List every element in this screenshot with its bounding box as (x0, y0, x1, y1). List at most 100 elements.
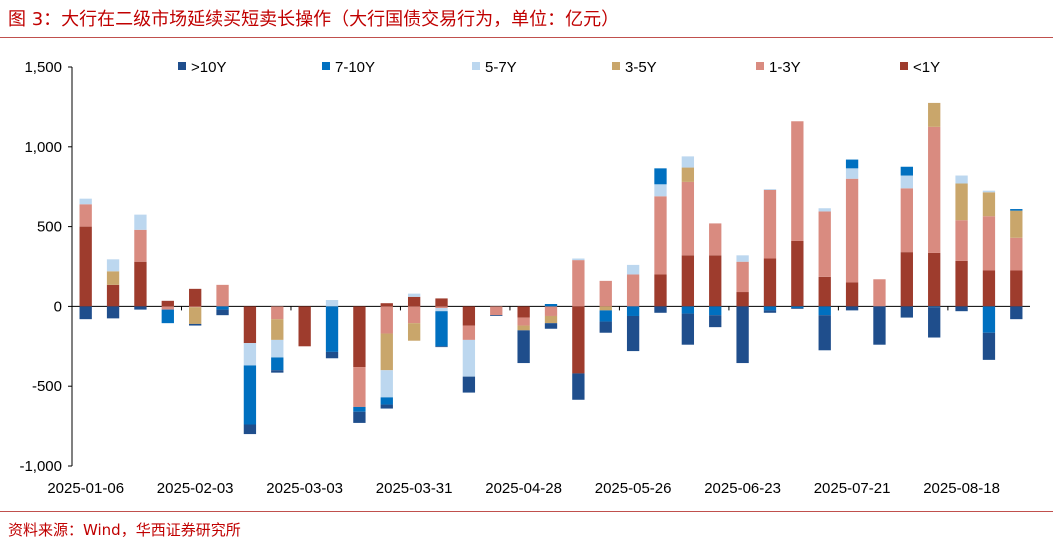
y-tick-label: -1,000 (19, 458, 62, 475)
bar-7-10Y-2025-08-11 (928, 306, 941, 308)
bar-5-7Y-2025-01-13 (106, 259, 120, 272)
x-tick-label: 2025-04-28 (485, 480, 562, 497)
bar-1-3Y-2025-05-12 (572, 260, 585, 307)
bar-3-5Y-2025-08-18 (955, 183, 968, 221)
bar-lt1Y-2025-07-14 (818, 276, 831, 307)
bar-lt1Y-2025-06-09 (681, 255, 695, 307)
legend-swatch (178, 62, 186, 70)
bar-gt10Y-2025-04-28 (517, 330, 530, 364)
bar-7-10Y-2025-05-26 (626, 306, 640, 316)
legend-swatch (612, 62, 620, 70)
bar-1-3Y-2025-01-27 (161, 306, 174, 310)
legend-swatch (756, 62, 764, 70)
x-tick-label: 2025-02-03 (157, 480, 234, 497)
bar-gt10Y-2025-01-13 (106, 306, 120, 319)
bar-lt1Y-2025-06-23 (736, 292, 749, 307)
bar-5-7Y-2025-03-10 (325, 300, 339, 307)
legend-swatch (472, 62, 480, 70)
bar-5-7Y-2025-08-18 (955, 175, 968, 184)
bar-7-10Y-2025-07-21 (845, 159, 859, 169)
bar-7-10Y-2025-06-30 (763, 306, 777, 311)
bar-gt10Y-2025-09-01 (1010, 306, 1023, 320)
bar-gt10Y-2025-08-18 (955, 306, 968, 312)
bar-gt10Y-2025-05-05 (544, 323, 558, 329)
bar-lt1Y-2025-03-03 (298, 306, 311, 347)
bar-1-3Y-2025-08-11 (928, 126, 941, 253)
bar-lt1Y-2025-01-13 (106, 284, 120, 307)
legend-label: <1Y (913, 59, 940, 76)
bar-7-10Y-2025-05-19 (599, 310, 612, 322)
bar-1-3Y-2025-03-17 (353, 367, 366, 407)
bar-1-3Y-2025-06-23 (736, 261, 749, 293)
y-tick-label: 0 (54, 298, 62, 315)
bar-lt1Y-2025-01-20 (134, 261, 147, 307)
bar-7-10Y-2025-08-25 (982, 306, 996, 333)
bar-7-10Y-2025-03-10 (325, 306, 339, 352)
bar-5-7Y-2025-06-23 (736, 255, 749, 262)
bar-gt10Y-2025-08-04 (900, 306, 913, 318)
bar-lt1Y-2025-06-30 (763, 258, 777, 307)
bar-1-3Y-2025-02-03 (189, 306, 202, 308)
bar-7-10Y-2025-07-14 (818, 306, 831, 316)
bar-3-5Y-2025-09-01 (1010, 210, 1023, 238)
bar-7-10Y-2025-07-07 (791, 306, 804, 308)
bar-gt10Y-2025-08-25 (982, 332, 996, 360)
bar-1-3Y-2025-06-09 (681, 181, 695, 256)
bar-gt10Y-2025-03-10 (325, 351, 339, 359)
bar-1-3Y-2025-07-07 (791, 121, 804, 241)
bar-1-3Y-2025-05-26 (626, 274, 640, 307)
bar-gt10Y-2025-06-16 (709, 315, 722, 328)
bar-gt10Y-2025-02-03 (189, 323, 202, 326)
bar-5-7Y-2025-01-20 (134, 214, 147, 230)
bar-lt1Y-2025-06-02 (654, 274, 667, 307)
bar-lt1Y-2025-08-25 (982, 270, 996, 307)
bar-gt10Y-2025-03-24 (380, 404, 393, 409)
bar-1-3Y-2025-06-16 (709, 223, 722, 256)
bar-lt1Y-2025-03-31 (407, 296, 421, 307)
bar-gt10Y-2025-06-02 (654, 306, 667, 313)
bar-3-5Y-2025-05-19 (599, 306, 612, 311)
bar-1-3Y-2025-03-31 (407, 306, 421, 324)
bar-1-3Y-2025-05-19 (599, 280, 612, 307)
bar-3-5Y-2025-06-09 (681, 167, 695, 182)
bar-7-10Y-2025-03-24 (380, 397, 393, 405)
bar-gt10Y-2025-05-12 (572, 373, 585, 400)
y-tick-label: -500 (32, 378, 62, 395)
bar-5-7Y-2025-02-17 (243, 343, 257, 366)
bar-7-10Y-2025-02-17 (243, 365, 257, 425)
bar-7-10Y-2025-05-05 (544, 304, 558, 307)
bar-lt1Y-2025-02-17 (243, 306, 257, 344)
bar-lt1Y-2025-08-11 (928, 252, 941, 307)
bar-lt1Y-2025-07-07 (791, 240, 804, 307)
bar-3-5Y-2025-05-05 (544, 315, 558, 324)
x-tick-label: 2025-08-18 (923, 480, 1000, 497)
bar-7-10Y-2025-02-10 (216, 306, 229, 310)
bar-5-7Y-2025-06-09 (681, 156, 695, 168)
bar-5-7Y-2025-03-31 (407, 293, 421, 297)
bar-lt1Y-2025-03-17 (353, 306, 366, 368)
bar-5-7Y-2025-05-26 (626, 264, 640, 275)
bar-5-7Y-2025-06-02 (654, 184, 667, 197)
bar-gt10Y-2025-01-06 (79, 306, 92, 320)
bar-7-10Y-2025-02-24 (271, 357, 284, 371)
bar-3-5Y-2025-02-03 (189, 307, 202, 324)
bar-lt1Y-2025-04-28 (517, 306, 530, 318)
bar-gt10Y-2025-02-10 (216, 309, 229, 316)
bar-gt10Y-2025-07-21 (845, 306, 859, 311)
bar-1-3Y-2025-07-28 (873, 279, 886, 307)
x-tick-label: 2025-01-06 (47, 480, 124, 497)
bar-1-3Y-2025-03-24 (380, 306, 393, 334)
bar-lt1Y-2025-01-06 (79, 226, 92, 307)
bar-lt1Y-2025-05-12 (572, 306, 585, 374)
bar-7-10Y-2025-06-02 (654, 168, 667, 185)
bar-lt1Y-2025-04-14 (462, 306, 476, 326)
bar-1-3Y-2025-02-10 (216, 284, 229, 307)
bar-gt10Y-2025-02-24 (271, 370, 284, 373)
bar-1-3Y-2025-04-21 (490, 306, 503, 316)
source-note: 资料来源：Wind，华西证券研究所 (8, 521, 241, 539)
bar-1-3Y-2025-02-24 (271, 306, 284, 320)
bar-7-10Y-2025-01-27 (161, 309, 174, 324)
x-tick-label: 2025-03-31 (376, 480, 453, 497)
bar-gt10Y-2025-07-14 (818, 315, 831, 351)
bar-1-3Y-2025-08-25 (982, 216, 996, 271)
